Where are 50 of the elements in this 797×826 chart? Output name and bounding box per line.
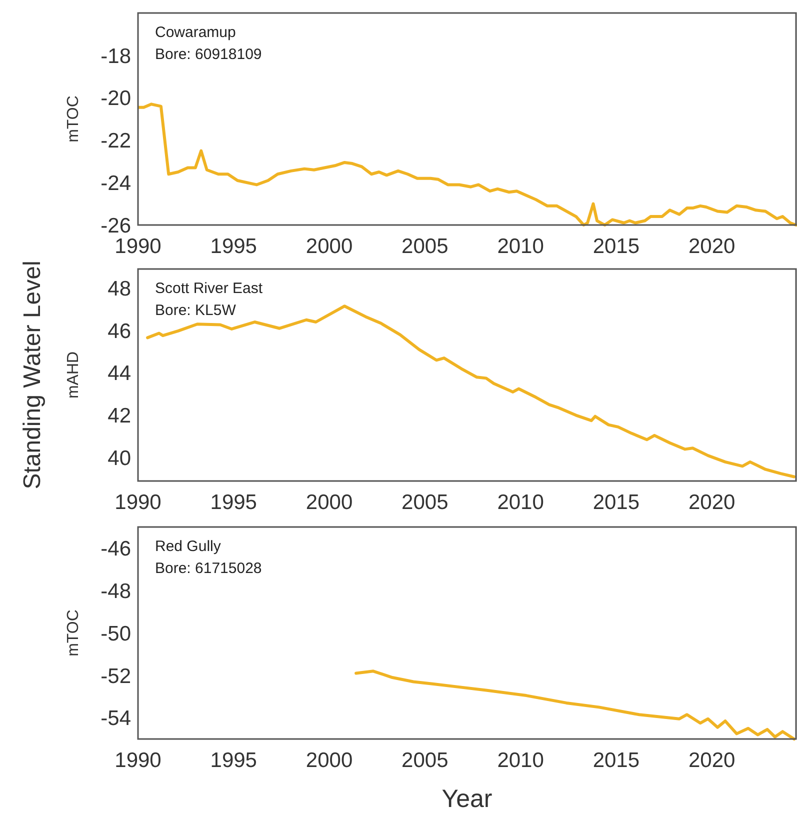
x-tick-label: 2005 xyxy=(402,235,448,258)
y-tick-label: -26 xyxy=(100,214,131,238)
x-tick-label: 1990 xyxy=(114,235,162,258)
annotation: Bore: 60918109 xyxy=(155,46,262,63)
annotation: Red Gully xyxy=(155,538,222,555)
y-tick-label: 40 xyxy=(108,447,131,470)
annotation: Cowaramup xyxy=(155,24,236,41)
annotation: Bore: 61715028 xyxy=(155,560,262,577)
y-axis-title: mTOC xyxy=(65,96,82,142)
x-tick-label: 2010 xyxy=(497,491,544,514)
y-tick-label: -20 xyxy=(100,87,131,110)
y-tick-label: -52 xyxy=(100,664,131,688)
annotation: Scott River East xyxy=(155,280,264,297)
x-tick-label: 2010 xyxy=(497,749,544,772)
x-tick-label: 2020 xyxy=(688,749,736,772)
text: Standing Water Level xyxy=(19,260,46,490)
x-axis-title: Year xyxy=(442,785,492,813)
line-series xyxy=(146,304,796,478)
x-tick-label: 2000 xyxy=(306,235,353,258)
y-axis-title: mTOC xyxy=(65,610,82,656)
x-tick-label: 1995 xyxy=(210,491,257,514)
line-series xyxy=(138,102,797,226)
x-tick-label: 2005 xyxy=(402,491,448,514)
y-tick-label: -50 xyxy=(100,622,131,646)
x-tick-label: 2020 xyxy=(688,491,736,514)
y-tick-label: -54 xyxy=(100,707,132,730)
y-tick-label: -48 xyxy=(100,580,131,603)
x-tick-label: 2015 xyxy=(592,491,640,514)
x-tick-label: 1990 xyxy=(114,749,162,772)
annotation: Bore: KL5W xyxy=(155,302,237,319)
x-tick-label: 1995 xyxy=(210,235,257,258)
y-tick-label: -18 xyxy=(100,44,131,68)
x-tick-label: 1995 xyxy=(210,749,257,772)
x-tick-label: 2000 xyxy=(306,491,353,514)
y-tick-label: 42 xyxy=(108,404,131,428)
x-tick-label: 2020 xyxy=(688,235,736,258)
x-tick-label: 2015 xyxy=(592,749,640,772)
y-tick-label: -24 xyxy=(100,172,132,195)
line-series xyxy=(354,670,796,740)
y-tick-label: 48 xyxy=(108,277,131,300)
x-tick-label: 2005 xyxy=(402,749,448,772)
y-tick-label: 46 xyxy=(108,320,131,343)
x-tick-label: 2010 xyxy=(497,235,544,258)
y-tick-label: -46 xyxy=(100,538,131,561)
x-tick-label: 2000 xyxy=(306,749,353,772)
x-tick-label: 2015 xyxy=(592,235,640,258)
y-tick-label: 44 xyxy=(108,362,132,386)
y-tick-label: -22 xyxy=(100,130,131,153)
x-tick-label: 1990 xyxy=(114,491,162,514)
y-axis-title: mAHD xyxy=(65,351,82,399)
